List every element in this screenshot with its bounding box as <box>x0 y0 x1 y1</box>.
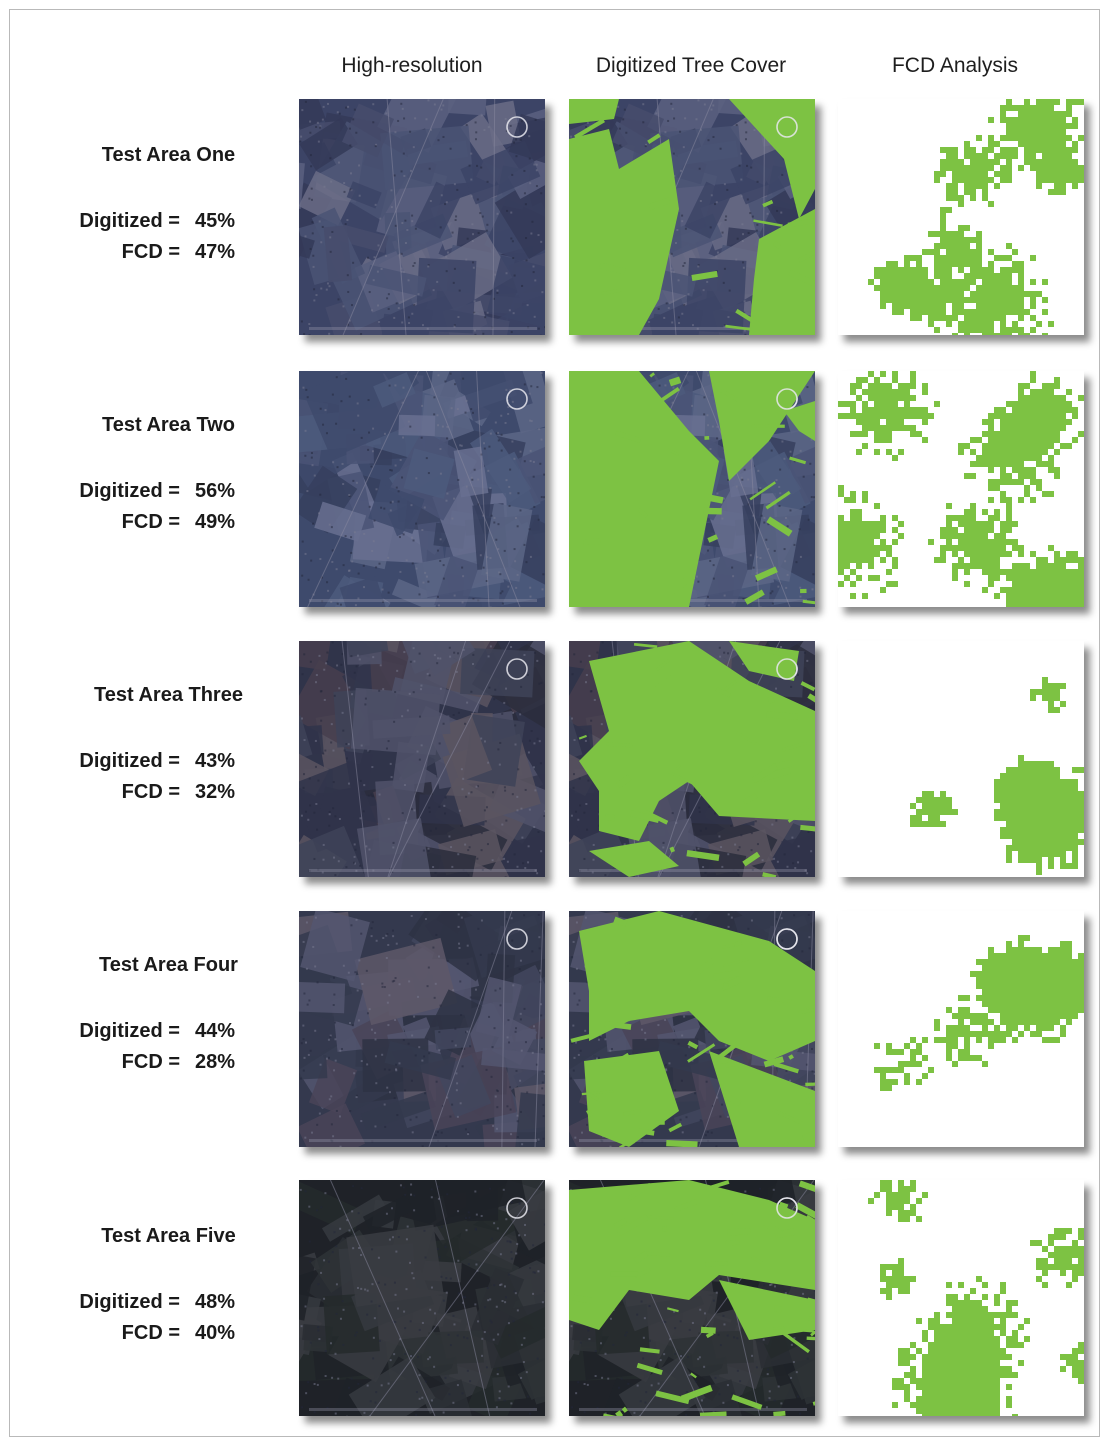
column-header-high-resolution: High-resolution <box>341 54 483 77</box>
fcd-value: 49% <box>195 511 236 533</box>
digitized-value: 44% <box>195 1020 236 1042</box>
fcd-analysis-image <box>838 641 1084 877</box>
tile-graphic <box>569 371 815 607</box>
tile-graphic <box>838 371 1084 607</box>
fcd-analysis-image <box>838 99 1084 335</box>
fcd-value: 32% <box>195 781 236 803</box>
digitized-label: Digitized = <box>79 1291 180 1313</box>
high-resolution-image <box>299 371 545 607</box>
fcd-label: FCD = <box>121 241 180 263</box>
digitized-label: Digitized = <box>79 750 180 772</box>
digitized-tree-cover-image <box>569 911 815 1147</box>
digitized-tree-cover-image <box>569 99 815 335</box>
test-area-title: Test Area Five <box>101 1225 236 1247</box>
high-resolution-image <box>299 911 545 1147</box>
tile-graphic <box>299 911 545 1147</box>
test-area-title: Test Area Four <box>99 954 238 976</box>
digitized-label: Digitized = <box>79 210 180 232</box>
digitized-label: Digitized = <box>79 480 180 502</box>
fcd-label: FCD = <box>121 781 180 803</box>
digitized-value: 43% <box>195 750 236 772</box>
tile-graphic <box>569 99 815 335</box>
test-area-title: Test Area One <box>101 144 236 166</box>
fcd-analysis-image <box>838 1180 1084 1416</box>
high-resolution-image <box>299 99 545 335</box>
digitized-label: Digitized = <box>79 1020 180 1042</box>
tile-graphic <box>299 99 545 335</box>
tile-graphic <box>569 911 815 1147</box>
tile-graphic <box>299 371 545 607</box>
fcd-value: 28% <box>195 1051 236 1073</box>
tile-graphic <box>569 641 815 877</box>
digitized-value: 56% <box>195 480 236 502</box>
fcd-label: FCD = <box>121 511 180 533</box>
fcd-value: 47% <box>195 241 236 263</box>
high-resolution-image <box>299 641 545 877</box>
tile-graphic <box>299 641 545 877</box>
digitized-tree-cover-image <box>569 371 815 607</box>
digitized-tree-cover-image <box>569 1180 815 1416</box>
fcd-analysis-image <box>838 911 1084 1147</box>
digitized-value: 45% <box>195 210 236 232</box>
digitized-value: 48% <box>195 1291 236 1313</box>
tile-graphic <box>910 677 1084 875</box>
fcd-label: FCD = <box>121 1051 180 1073</box>
fcd-analysis-image <box>838 371 1084 607</box>
fcd-label: FCD = <box>121 1322 180 1344</box>
test-area-title: Test Area Two <box>102 414 235 436</box>
tile-graphic <box>868 1180 1084 1416</box>
fcd-value: 40% <box>195 1322 236 1344</box>
digitized-tree-cover-image <box>569 641 815 877</box>
tile-graphic <box>874 935 1084 1091</box>
high-resolution-image <box>299 1180 545 1416</box>
column-header-fcd-analysis: FCD Analysis <box>891 54 1019 77</box>
tile-graphic <box>299 1180 545 1416</box>
tile-graphic <box>868 99 1084 335</box>
column-header-digitized-tree-cover: Digitized Tree Cover <box>595 54 787 77</box>
test-area-title: Test Area Three <box>94 684 243 706</box>
tile-graphic <box>569 1180 815 1416</box>
